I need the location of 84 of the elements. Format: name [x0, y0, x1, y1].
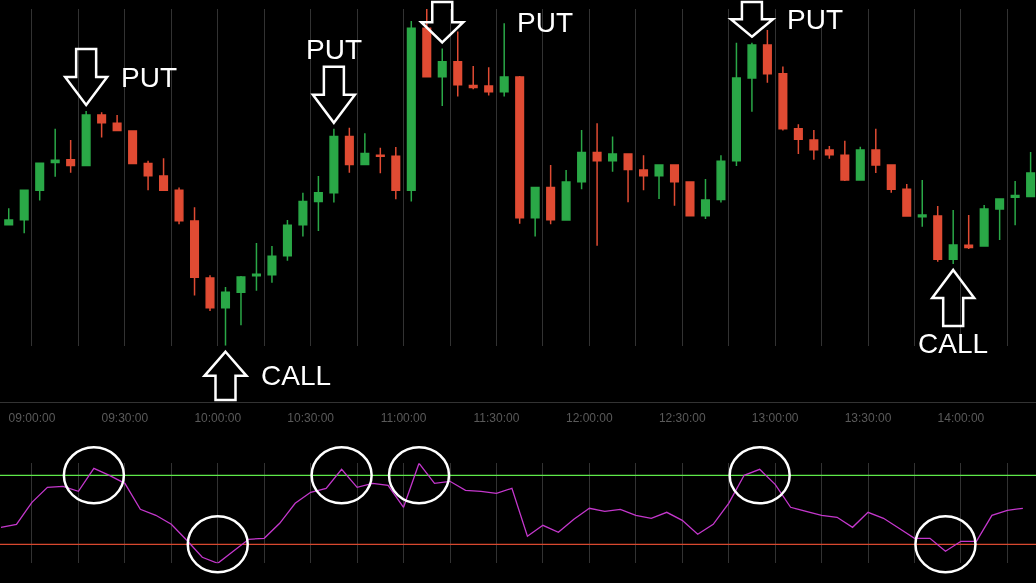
annotation: CALL	[918, 328, 989, 359]
x-tick-label: 13:00:00	[751, 411, 799, 426]
candlestick	[35, 162, 45, 202]
candlestick	[948, 209, 958, 265]
candlestick	[778, 65, 788, 132]
candlestick	[530, 186, 540, 238]
x-tick-label: 11:30:00	[473, 411, 520, 426]
candlestick	[344, 127, 354, 174]
candlestick	[360, 132, 370, 166]
candlestick	[793, 123, 803, 155]
candlestick	[639, 154, 649, 191]
candlestick	[685, 181, 695, 217]
candlestick	[375, 146, 385, 175]
candlestick	[406, 20, 416, 203]
candlestick	[577, 129, 587, 190]
annotation: PUT	[306, 34, 362, 65]
candlestick	[700, 178, 711, 220]
candlestick	[159, 157, 169, 192]
candlestick	[917, 179, 927, 228]
candlestick	[329, 128, 339, 204]
candlestick	[282, 219, 292, 262]
candlestick	[731, 41, 741, 167]
x-tick-label: 10:30:00	[287, 411, 335, 426]
candlestick	[298, 192, 308, 238]
annotation: PUT	[121, 62, 177, 93]
candlestick	[112, 114, 122, 132]
candlestick	[886, 164, 896, 194]
candlestick	[871, 128, 881, 174]
candlestick	[19, 189, 29, 234]
candlestick	[468, 65, 478, 90]
candlestick	[608, 135, 618, 173]
candlestick	[592, 122, 602, 247]
candlestick	[824, 145, 834, 160]
candlestick	[561, 169, 571, 221]
candlestick	[902, 183, 912, 217]
candlestick	[97, 111, 107, 139]
candlestick	[484, 66, 494, 97]
x-tick-label: 12:00:00	[565, 411, 614, 426]
candlestick	[979, 204, 989, 247]
candlestick	[437, 47, 447, 107]
candlestick	[855, 145, 865, 181]
candlestick	[189, 206, 200, 297]
candlestick	[1026, 151, 1036, 198]
annotation: CALL	[261, 360, 332, 391]
annotation: PUT	[787, 4, 843, 35]
candlestick	[809, 129, 819, 161]
candlestick	[453, 30, 463, 98]
candlestick	[143, 160, 153, 191]
candlestick	[995, 198, 1005, 241]
candlestick	[840, 139, 850, 182]
candlestick	[236, 275, 246, 326]
candlestick	[1010, 180, 1020, 226]
x-tick-label: 12:30:00	[658, 411, 706, 426]
candlestick	[251, 242, 261, 292]
candlestick	[205, 274, 215, 312]
candlestick	[66, 139, 76, 174]
candlestick	[546, 164, 556, 225]
candlestick	[762, 29, 772, 84]
candlestick	[174, 186, 184, 225]
candlestick	[623, 153, 633, 204]
x-tick-label: 09:30:00	[101, 411, 149, 426]
x-tick-label: 14:00:00	[937, 411, 985, 426]
candlestick	[716, 154, 726, 204]
candlestick	[654, 164, 664, 200]
x-tick-label: 09:00:00	[8, 411, 56, 426]
candlestick	[933, 205, 943, 263]
candlestick	[50, 128, 60, 178]
candlestick	[4, 207, 14, 226]
candlestick	[747, 41, 757, 113]
x-tick-label: 11:00:00	[380, 411, 427, 426]
candlestick	[128, 130, 138, 165]
candlestick	[81, 110, 91, 167]
x-tick-label: 10:00:00	[194, 411, 242, 426]
x-tick-label: 13:30:00	[844, 411, 892, 426]
candlestick	[499, 22, 509, 98]
candlestick	[964, 214, 974, 250]
annotation: PUT	[517, 7, 573, 38]
candlestick	[515, 75, 525, 225]
candlestick	[267, 245, 277, 284]
candlestick	[422, 9, 432, 78]
candlestick	[669, 164, 680, 207]
candlestick	[220, 286, 231, 346]
candlestick	[391, 146, 401, 200]
candlestick	[313, 175, 323, 232]
